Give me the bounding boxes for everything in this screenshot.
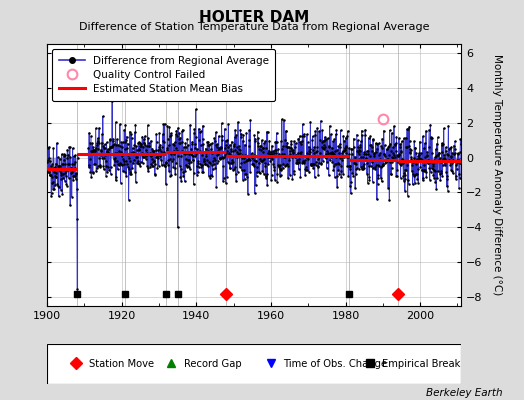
Text: Time of Obs. Change: Time of Obs. Change xyxy=(283,359,387,369)
Text: Difference of Station Temperature Data from Regional Average: Difference of Station Temperature Data f… xyxy=(79,22,429,32)
Text: Station Move: Station Move xyxy=(89,359,154,369)
Text: Berkeley Earth: Berkeley Earth xyxy=(427,388,503,398)
Y-axis label: Monthly Temperature Anomaly Difference (°C): Monthly Temperature Anomaly Difference (… xyxy=(492,54,502,296)
Text: Record Gap: Record Gap xyxy=(184,359,242,369)
Text: Empirical Break: Empirical Break xyxy=(383,359,461,369)
Legend: Difference from Regional Average, Quality Control Failed, Estimated Station Mean: Difference from Regional Average, Qualit… xyxy=(52,49,275,101)
Text: HOLTER DAM: HOLTER DAM xyxy=(199,10,309,25)
